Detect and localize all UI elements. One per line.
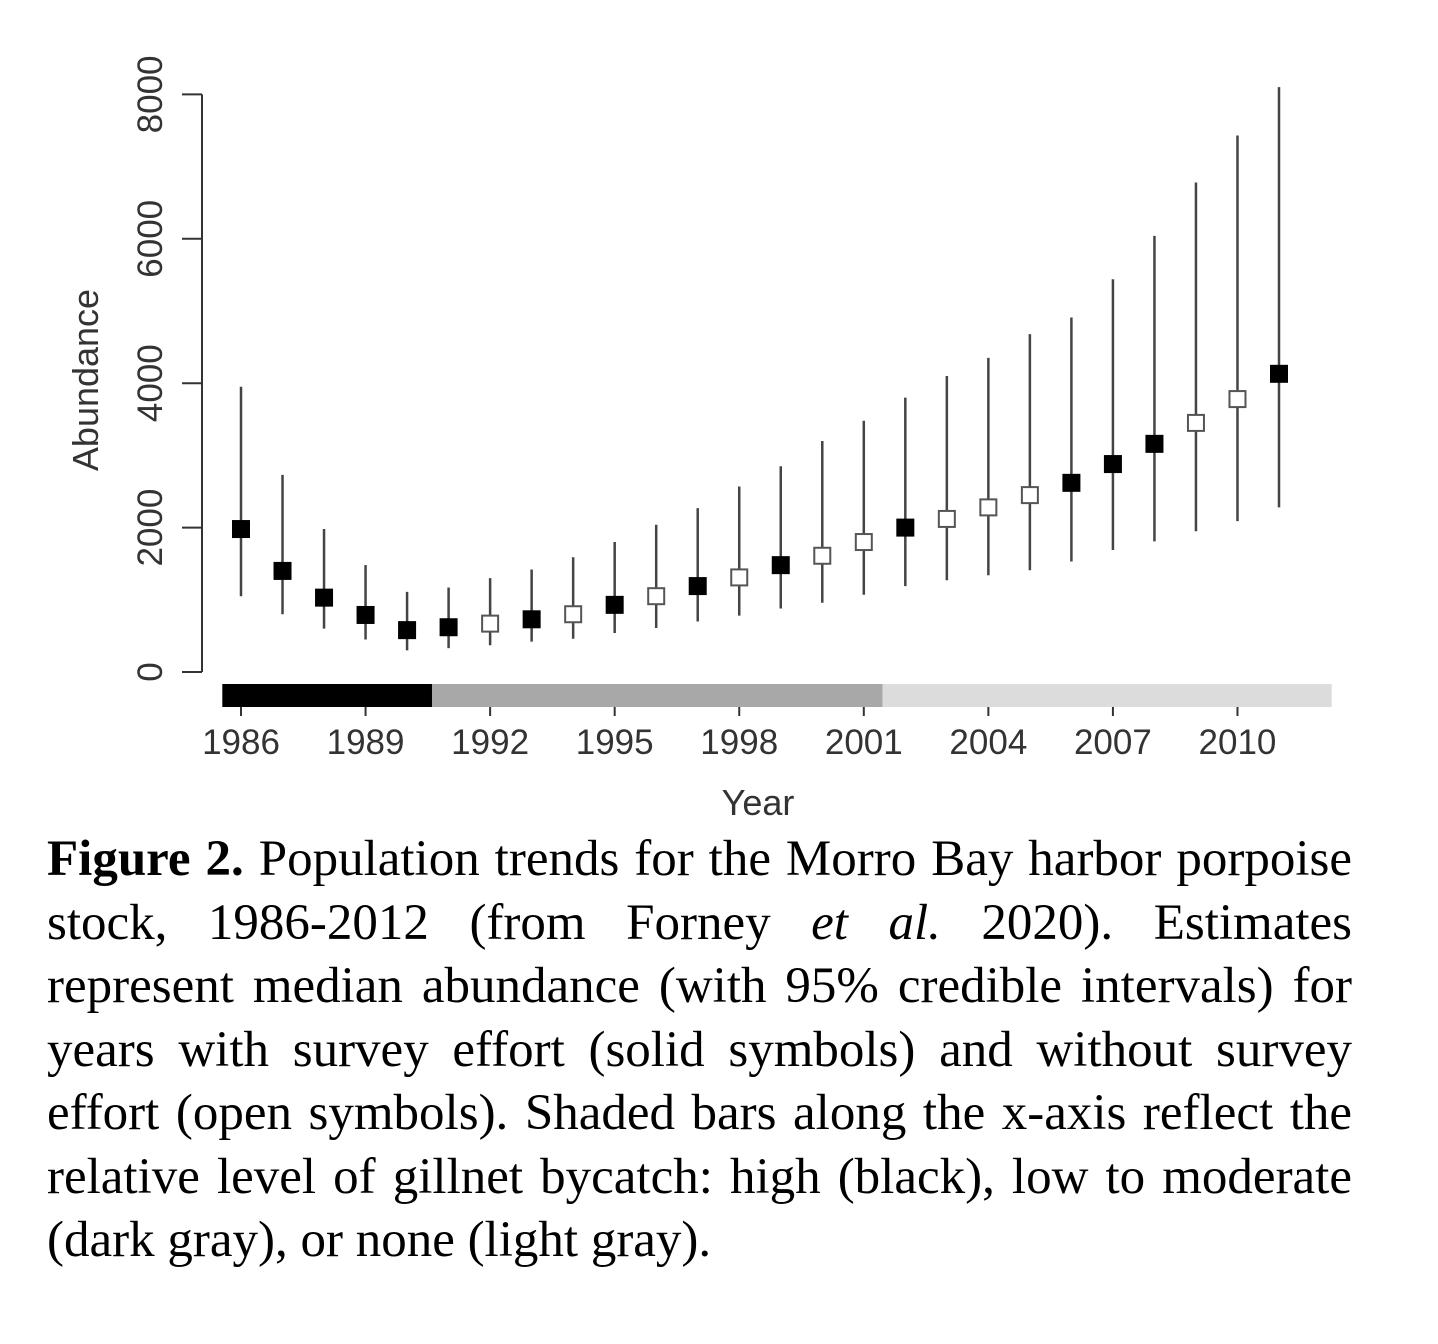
marker-solid: [1270, 364, 1288, 383]
bycatch-bar-none: [882, 684, 1332, 707]
y-axis-label: Abundance: [65, 289, 106, 471]
marker-solid: [688, 577, 707, 596]
marker-solid: [1062, 473, 1081, 492]
caption-label: Figure 2.: [47, 831, 244, 887]
marker-solid: [522, 610, 541, 629]
bycatch-bar-low-to-moderate: [431, 684, 883, 707]
x-tick-label: 2001: [825, 723, 903, 762]
caption-text-1: Population trends for the Morro Bay harb…: [47, 831, 1352, 951]
x-axis-label: Year: [722, 782, 795, 820]
error-bars: [239, 87, 1281, 651]
caption-text-2: 2020). Estimates represent median abunda…: [47, 894, 1352, 1269]
marker-solid: [398, 621, 417, 640]
marker-solid: [232, 520, 250, 539]
marker-open: [730, 568, 749, 587]
marker-open: [647, 587, 666, 606]
marker-solid: [356, 605, 375, 624]
marker-open: [937, 509, 956, 528]
marker-solid: [605, 595, 624, 614]
caption-italic: et al.: [811, 894, 941, 951]
x-tick-label: 1995: [576, 723, 654, 762]
x-tick-label: 1986: [202, 723, 280, 762]
bycatch-bar-high: [222, 684, 432, 707]
x-tick-label: 1992: [451, 723, 529, 762]
y-axis: 0 2000 4000 6000 8000: [131, 55, 203, 682]
bycatch-bars: [222, 684, 1332, 707]
marker-solid: [1145, 434, 1164, 453]
y-tick-label: 6000: [131, 200, 170, 278]
marker-solid: [439, 618, 458, 637]
x-axis: 1986 1989 1992 1995 1998 2001 2004 2007 2010: [202, 707, 1276, 762]
y-tick-label: 2000: [131, 489, 170, 567]
marker-open: [564, 605, 583, 624]
marker-open: [813, 546, 832, 565]
x-tick-label: 2004: [949, 723, 1027, 762]
marker-open: [1020, 486, 1039, 505]
marker-solid: [273, 561, 292, 580]
marker-open: [979, 498, 998, 517]
marker-open: [1228, 390, 1247, 409]
y-tick-label: 8000: [131, 55, 170, 133]
marker-open: [1186, 413, 1205, 432]
marker-solid: [771, 556, 790, 575]
figure-caption: Figure 2. Population trends for the Morr…: [47, 828, 1352, 1273]
y-tick-label: 0: [131, 662, 170, 681]
abundance-chart: 0 2000 4000 6000 8000 1986 1989 1992 1995 1998 20…: [65, 55, 1332, 820]
y-tick-label: 4000: [131, 344, 170, 422]
marker-open: [854, 533, 873, 552]
marker-solid: [896, 518, 915, 537]
x-tick-label: 1998: [700, 723, 778, 762]
marker-solid: [315, 588, 334, 607]
x-tick-label: 2007: [1074, 723, 1152, 762]
x-tick-label: 1989: [327, 723, 405, 762]
markers: [232, 364, 1288, 640]
x-tick-label: 2010: [1199, 723, 1277, 762]
marker-open: [481, 614, 500, 633]
marker-solid: [1103, 455, 1122, 474]
